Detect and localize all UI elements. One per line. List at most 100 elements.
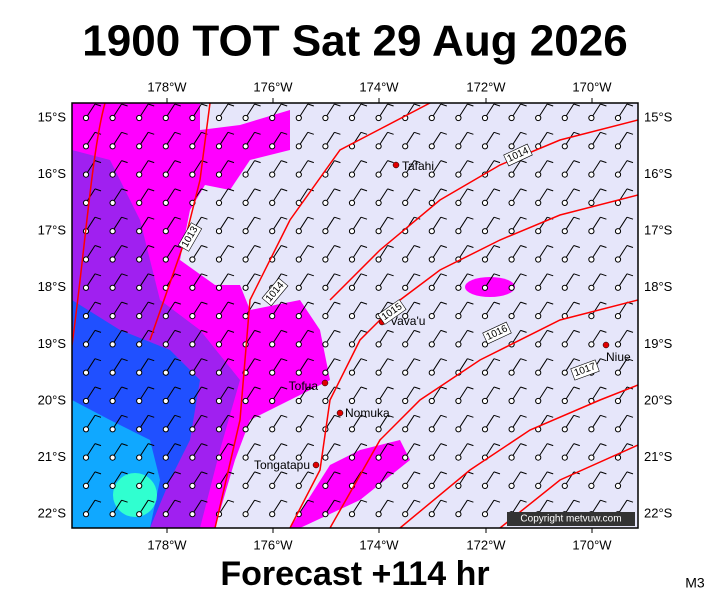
barb-flag: [573, 386, 580, 390]
wind-barb: [215, 471, 235, 489]
barb-flag: [440, 188, 447, 192]
barb-flag: [201, 245, 208, 248]
wind-barb: [82, 273, 102, 291]
wind-barb: [348, 103, 368, 122]
barb-flag: [227, 160, 235, 164]
wind-barb: [481, 386, 501, 405]
barb-flag: [174, 499, 181, 503]
barb-station: [428, 426, 435, 433]
wind-barb: [428, 216, 447, 235]
barb-station: [561, 114, 568, 122]
barb-flag: [281, 103, 288, 107]
barb-station: [455, 313, 462, 320]
barb-flag: [626, 160, 634, 164]
barb-flag: [600, 103, 607, 107]
barb-flag: [94, 414, 102, 418]
barb-flag: [148, 499, 155, 503]
wind-barb: [588, 386, 607, 405]
barb-flag: [227, 188, 235, 192]
place-marker: [336, 409, 344, 417]
wind-barb: [269, 499, 288, 518]
lat-label: 18°S: [644, 279, 673, 294]
barb-station: [481, 313, 489, 320]
barb-station: [109, 454, 116, 461]
barb-station: [189, 482, 196, 489]
barb-station: [508, 228, 515, 235]
wind-barb: [295, 245, 314, 263]
wind-barb: [136, 160, 155, 178]
isobars: [72, 103, 638, 528]
wind-barb: [455, 358, 474, 376]
barb-flag: [281, 443, 288, 447]
wind-barb: [535, 103, 554, 122]
wind-barb: [508, 216, 527, 235]
isobar: [72, 103, 106, 346]
wind-barb: [428, 245, 447, 263]
wind-barb: [242, 216, 261, 235]
barb-station: [136, 313, 143, 320]
wind-barb: [614, 443, 634, 461]
barb-station: [322, 199, 329, 206]
barb-station: [215, 143, 223, 150]
barb-flag: [387, 443, 394, 447]
barb-station: [535, 114, 542, 122]
barb-station: [561, 199, 568, 206]
barb-station: [481, 114, 489, 122]
barb-flag: [281, 329, 288, 333]
wind-barb: [109, 160, 128, 178]
barb-station: [162, 199, 169, 206]
wind-barb: [535, 301, 554, 320]
barb-flag: [281, 273, 288, 277]
lat-label: 15°S: [644, 109, 673, 124]
wind-barb: [428, 414, 447, 433]
barb-station: [614, 171, 622, 178]
barb-station: [295, 228, 302, 235]
barb-flag: [121, 216, 128, 220]
barb-station: [614, 454, 622, 461]
barb-station: [322, 114, 329, 122]
barb-station: [189, 511, 196, 518]
barb-flag: [307, 245, 314, 248]
barb-station: [82, 482, 90, 489]
barb-flag: [334, 471, 341, 475]
barb-flag: [573, 358, 580, 362]
barb-flag: [307, 358, 314, 362]
barb-station: [269, 454, 276, 461]
wind-barb: [109, 414, 128, 433]
lat-label: 17°S: [38, 223, 67, 238]
wind-barb: [189, 245, 208, 263]
barb-flag: [201, 358, 208, 362]
barb-flag: [360, 358, 368, 362]
barb-flag: [626, 245, 634, 248]
barb-station: [136, 228, 143, 235]
barb-station: [269, 114, 276, 122]
isobar-label-box: [261, 277, 289, 307]
barb-flag: [227, 471, 235, 475]
wind-barb: [428, 131, 447, 150]
barb-flag: [493, 301, 501, 305]
barb-flag: [360, 499, 368, 503]
wind-barb: [295, 103, 314, 122]
wind-barb: [269, 443, 288, 461]
barb-station: [215, 313, 223, 320]
barb-station: [481, 228, 489, 235]
wind-barb: [402, 499, 421, 518]
wind-barb: [189, 499, 208, 518]
barb-station: [82, 454, 90, 461]
barb-station: [295, 426, 302, 433]
barb-flag: [467, 245, 474, 248]
barb-station: [162, 426, 169, 433]
barb-station: [295, 256, 302, 263]
barb-flag: [547, 471, 554, 475]
wind-barb: [561, 443, 580, 461]
wind-barb: [428, 358, 447, 376]
wind-barb: [375, 273, 394, 291]
barb-flag: [573, 103, 580, 107]
barb-flag: [360, 245, 368, 248]
lon-label: 174°W: [359, 537, 399, 552]
barb-flag: [201, 499, 208, 503]
barb-flag: [94, 443, 102, 447]
barb-station: [535, 454, 542, 461]
barb-station: [295, 284, 302, 291]
barb-station: [375, 228, 382, 235]
